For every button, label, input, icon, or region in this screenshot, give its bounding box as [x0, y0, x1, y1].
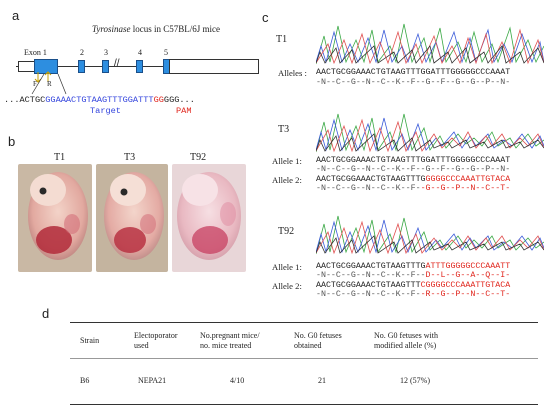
- table-row-electroporator: NEPA21: [138, 376, 167, 385]
- exon3-label: 3: [104, 48, 108, 57]
- target-label: Target: [90, 106, 121, 116]
- t92-row1-label: Allele 1:: [272, 262, 302, 272]
- table-row-strain: B6: [80, 376, 90, 385]
- table-row-modified: 12 (57%): [400, 376, 430, 385]
- exon2: [78, 60, 85, 73]
- t3-row2-seq: AACTGCGGAAACTGTAAGTTTGGGGGCCCAAATTGTACA: [316, 175, 510, 184]
- primer-r-label: R: [47, 80, 52, 88]
- embryo-t92-image: [177, 172, 241, 260]
- t1-row1-seq-black: AACTGCGGAAACTGTAAGTTTGGATTTGGGGGCCCAAAT: [316, 68, 511, 77]
- table-row-fetuses: 21: [318, 376, 326, 385]
- t92-row1-aa: -N--C--G--N--C--K--F--D--L--G--A--Q--I-: [316, 271, 510, 280]
- three-prime-utr: [169, 59, 259, 74]
- embryo-label-t1: T1: [54, 152, 66, 163]
- chromatogram-t3: [316, 113, 544, 153]
- embryo-t1-image: [28, 172, 88, 260]
- pam-label: PAM: [176, 106, 192, 116]
- intron-break-mark: //: [114, 58, 120, 69]
- t3-row1-label: Allele 1:: [272, 156, 302, 166]
- seq-target: GGAAACTGTAAGTTTGGATTT: [45, 95, 154, 105]
- exon5-label: 5: [164, 48, 168, 57]
- exon2-label: 2: [80, 48, 84, 57]
- t92-row2-aa-red: -R--G--P--N--C--T-: [420, 290, 511, 299]
- t92-row2-aa-black: -N--C--G--N--C--K--F-: [316, 290, 421, 299]
- t3-row2-aa-red: -G--G--P--N--C--T-: [420, 184, 511, 193]
- t1-row1-aa-black: -N--C--G--N--C--K--F--G--F--G--G--P--N-: [316, 78, 511, 87]
- t92-row2-seq: AACTGCGGAAACTGTAAGTTTCGGGGCCCAAATTGTACA: [316, 281, 510, 290]
- t92-row2-seq-red: CGGGGCCCAAATTGTACA: [420, 281, 511, 290]
- sample-name-t3: T3: [278, 124, 290, 135]
- chromatogram-t92: [316, 215, 544, 255]
- t1-row1-label: Alleles :: [278, 68, 307, 78]
- seq-suffix: GGG...: [163, 95, 195, 105]
- t3-row2-seq-black: AACTGCGGAAACTGTAAGTTTG: [316, 175, 426, 184]
- table-mid-rule: [70, 358, 538, 359]
- embryo-photo-t1: [18, 164, 92, 272]
- seq-prefix: ...ACTGC: [4, 95, 46, 105]
- embryo-label-t3: T3: [124, 152, 136, 163]
- t92-row2-seq-black: AACTGCGGAAACTGTAAGTTT: [316, 281, 421, 290]
- t3-row1-aa-black: -N--C--G--N--C--K--F--G--F--G--G--P--N-: [316, 165, 511, 174]
- exon4-label: 4: [138, 48, 142, 57]
- chromatogram-t1: [316, 23, 544, 65]
- t92-row2-aa: -N--C--G--N--C--K--F--R--G--P--N--C--T-: [316, 290, 510, 299]
- table-header-electroporator: Electoporator used: [134, 331, 178, 350]
- t3-row2-seq-red: GGGGCCCAAATTGTACA: [425, 175, 511, 184]
- t3-row2-aa: -N--C--G--N--C--K--F--G--G--P--N--C--T-: [316, 184, 510, 193]
- panel-label-c: c: [262, 10, 269, 25]
- seq-pam: GG: [153, 95, 164, 105]
- panel-label-d: d: [42, 306, 50, 321]
- embryo-photo-t92: [172, 164, 246, 272]
- t3-row2-label: Allele 2:: [272, 175, 302, 185]
- table-header-modified: No. G0 fetuses with modified allele (%): [374, 331, 438, 350]
- exon1-label: Exon 1: [24, 48, 47, 57]
- table-header-strain: Strain: [80, 336, 100, 345]
- t92-row2-label: Allele 2:: [272, 281, 302, 291]
- t3-row1-aa: -N--C--G--N--C--K--F--G--F--G--G--P--N-: [316, 165, 510, 174]
- table-row-pregnant: 4/10: [230, 376, 245, 385]
- embryo-photo-t3: [96, 164, 168, 272]
- table-header-pregnant: No.pregnant mice/ no. mice treated: [200, 331, 260, 350]
- sample-name-t1: T1: [276, 34, 288, 45]
- exon3: [102, 60, 109, 73]
- t3-row2-aa-black: -N--C--G--N--C--K--F-: [316, 184, 421, 193]
- embryo-label-t92: T92: [190, 152, 207, 163]
- t92-row1-aa-black: -N--C--G--N--C--K--F--: [316, 271, 426, 280]
- target-sequence: ...ACTGCGGAAACTGTAAGTTTGGATTTGGGGG...: [4, 95, 195, 105]
- locus-strain: locus in C57BL/6J mice: [130, 24, 221, 34]
- table-bottom-rule: [70, 404, 538, 405]
- locus-gene-name: Tyrosinase: [92, 24, 131, 34]
- primer-f-label: F: [33, 80, 37, 88]
- t92-row1-seq: AACTGCGGAAACTGTAAGTTTGATTTGGGGGCCCAAATT: [316, 262, 510, 271]
- table-top-rule: [70, 322, 538, 323]
- t1-row1-seq: AACTGCGGAAACTGTAAGTTTGGATTTGGGGGCCCAAAT: [316, 68, 510, 77]
- primer-target-marks: [31, 71, 67, 95]
- sample-name-t92: T92: [278, 226, 295, 237]
- panel-label-a: a: [12, 8, 20, 23]
- exon4: [136, 60, 143, 73]
- t1-row1-aa: -N--C--G--N--C--K--F--G--F--G--G--P--N-: [316, 78, 510, 87]
- embryo-t3-image: [104, 172, 164, 260]
- table-header-fetuses: No. G0 fetuses obtained: [294, 331, 342, 350]
- panel-label-b: b: [8, 134, 16, 149]
- intron-line: [16, 66, 170, 67]
- t92-row1-seq-black: AACTGCGGAAACTGTAAGTTTG: [316, 262, 426, 271]
- t92-row1-seq-red: ATTTGGGGGCCCAAATT: [425, 262, 511, 271]
- t3-row1-seq-black: AACTGCGGAAACTGTAAGTTTGGATTTGGGGGCCCAAAT: [316, 156, 511, 165]
- t92-row1-aa-red: D--L--G--A--Q--I-: [425, 271, 511, 280]
- t3-row1-seq: AACTGCGGAAACTGTAAGTTTGGATTTGGGGGCCCAAAT: [316, 156, 510, 165]
- locus-title: Tyrosinase locus in C57BL/6J mice: [92, 24, 220, 34]
